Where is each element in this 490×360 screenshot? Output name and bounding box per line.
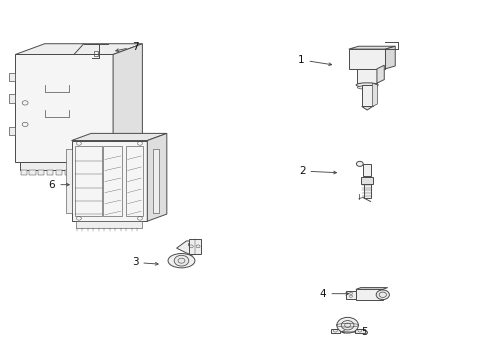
Ellipse shape — [356, 83, 378, 87]
Text: 7: 7 — [116, 42, 138, 51]
Polygon shape — [386, 46, 395, 69]
Text: 3: 3 — [132, 257, 158, 267]
Polygon shape — [113, 44, 143, 162]
Polygon shape — [15, 44, 143, 54]
Bar — [153, 149, 159, 213]
Bar — [126, 146, 143, 216]
Circle shape — [376, 290, 390, 300]
Bar — [29, 170, 36, 175]
Bar — [364, 184, 370, 198]
Ellipse shape — [357, 86, 377, 89]
Bar — [20, 162, 108, 170]
Bar — [363, 164, 371, 176]
Bar — [94, 51, 98, 56]
Circle shape — [356, 161, 363, 166]
Polygon shape — [356, 288, 388, 289]
Bar — [56, 170, 62, 175]
Text: 1: 1 — [298, 55, 332, 66]
Bar — [72, 140, 147, 221]
Bar — [356, 289, 383, 300]
Bar — [65, 170, 71, 175]
Bar — [9, 127, 15, 135]
Bar — [9, 94, 15, 103]
Circle shape — [337, 318, 358, 333]
Bar — [21, 170, 27, 175]
Circle shape — [341, 320, 354, 330]
Polygon shape — [377, 65, 384, 83]
Polygon shape — [362, 107, 372, 110]
Bar — [66, 149, 72, 213]
Bar — [38, 170, 45, 175]
Bar — [47, 170, 53, 175]
Text: 2: 2 — [299, 166, 337, 176]
Bar — [75, 146, 102, 216]
Bar — [346, 291, 356, 298]
Bar — [74, 170, 79, 175]
Bar — [76, 221, 143, 228]
Bar — [82, 170, 88, 175]
Text: 6: 6 — [49, 180, 69, 190]
Bar — [361, 177, 373, 184]
Bar — [362, 85, 372, 107]
Polygon shape — [189, 239, 201, 253]
Bar — [9, 73, 15, 81]
Bar — [100, 170, 106, 175]
Polygon shape — [349, 46, 395, 49]
Polygon shape — [355, 329, 365, 333]
Bar — [357, 69, 377, 83]
Polygon shape — [331, 329, 340, 333]
Bar — [349, 49, 386, 69]
Bar — [15, 54, 113, 162]
Circle shape — [174, 255, 189, 266]
Text: 5: 5 — [342, 327, 368, 337]
Bar — [103, 146, 122, 216]
Polygon shape — [372, 83, 377, 107]
Bar — [91, 170, 97, 175]
Polygon shape — [176, 241, 201, 255]
Polygon shape — [147, 134, 167, 221]
Polygon shape — [72, 134, 167, 140]
Text: 4: 4 — [320, 289, 349, 299]
Ellipse shape — [168, 253, 195, 268]
